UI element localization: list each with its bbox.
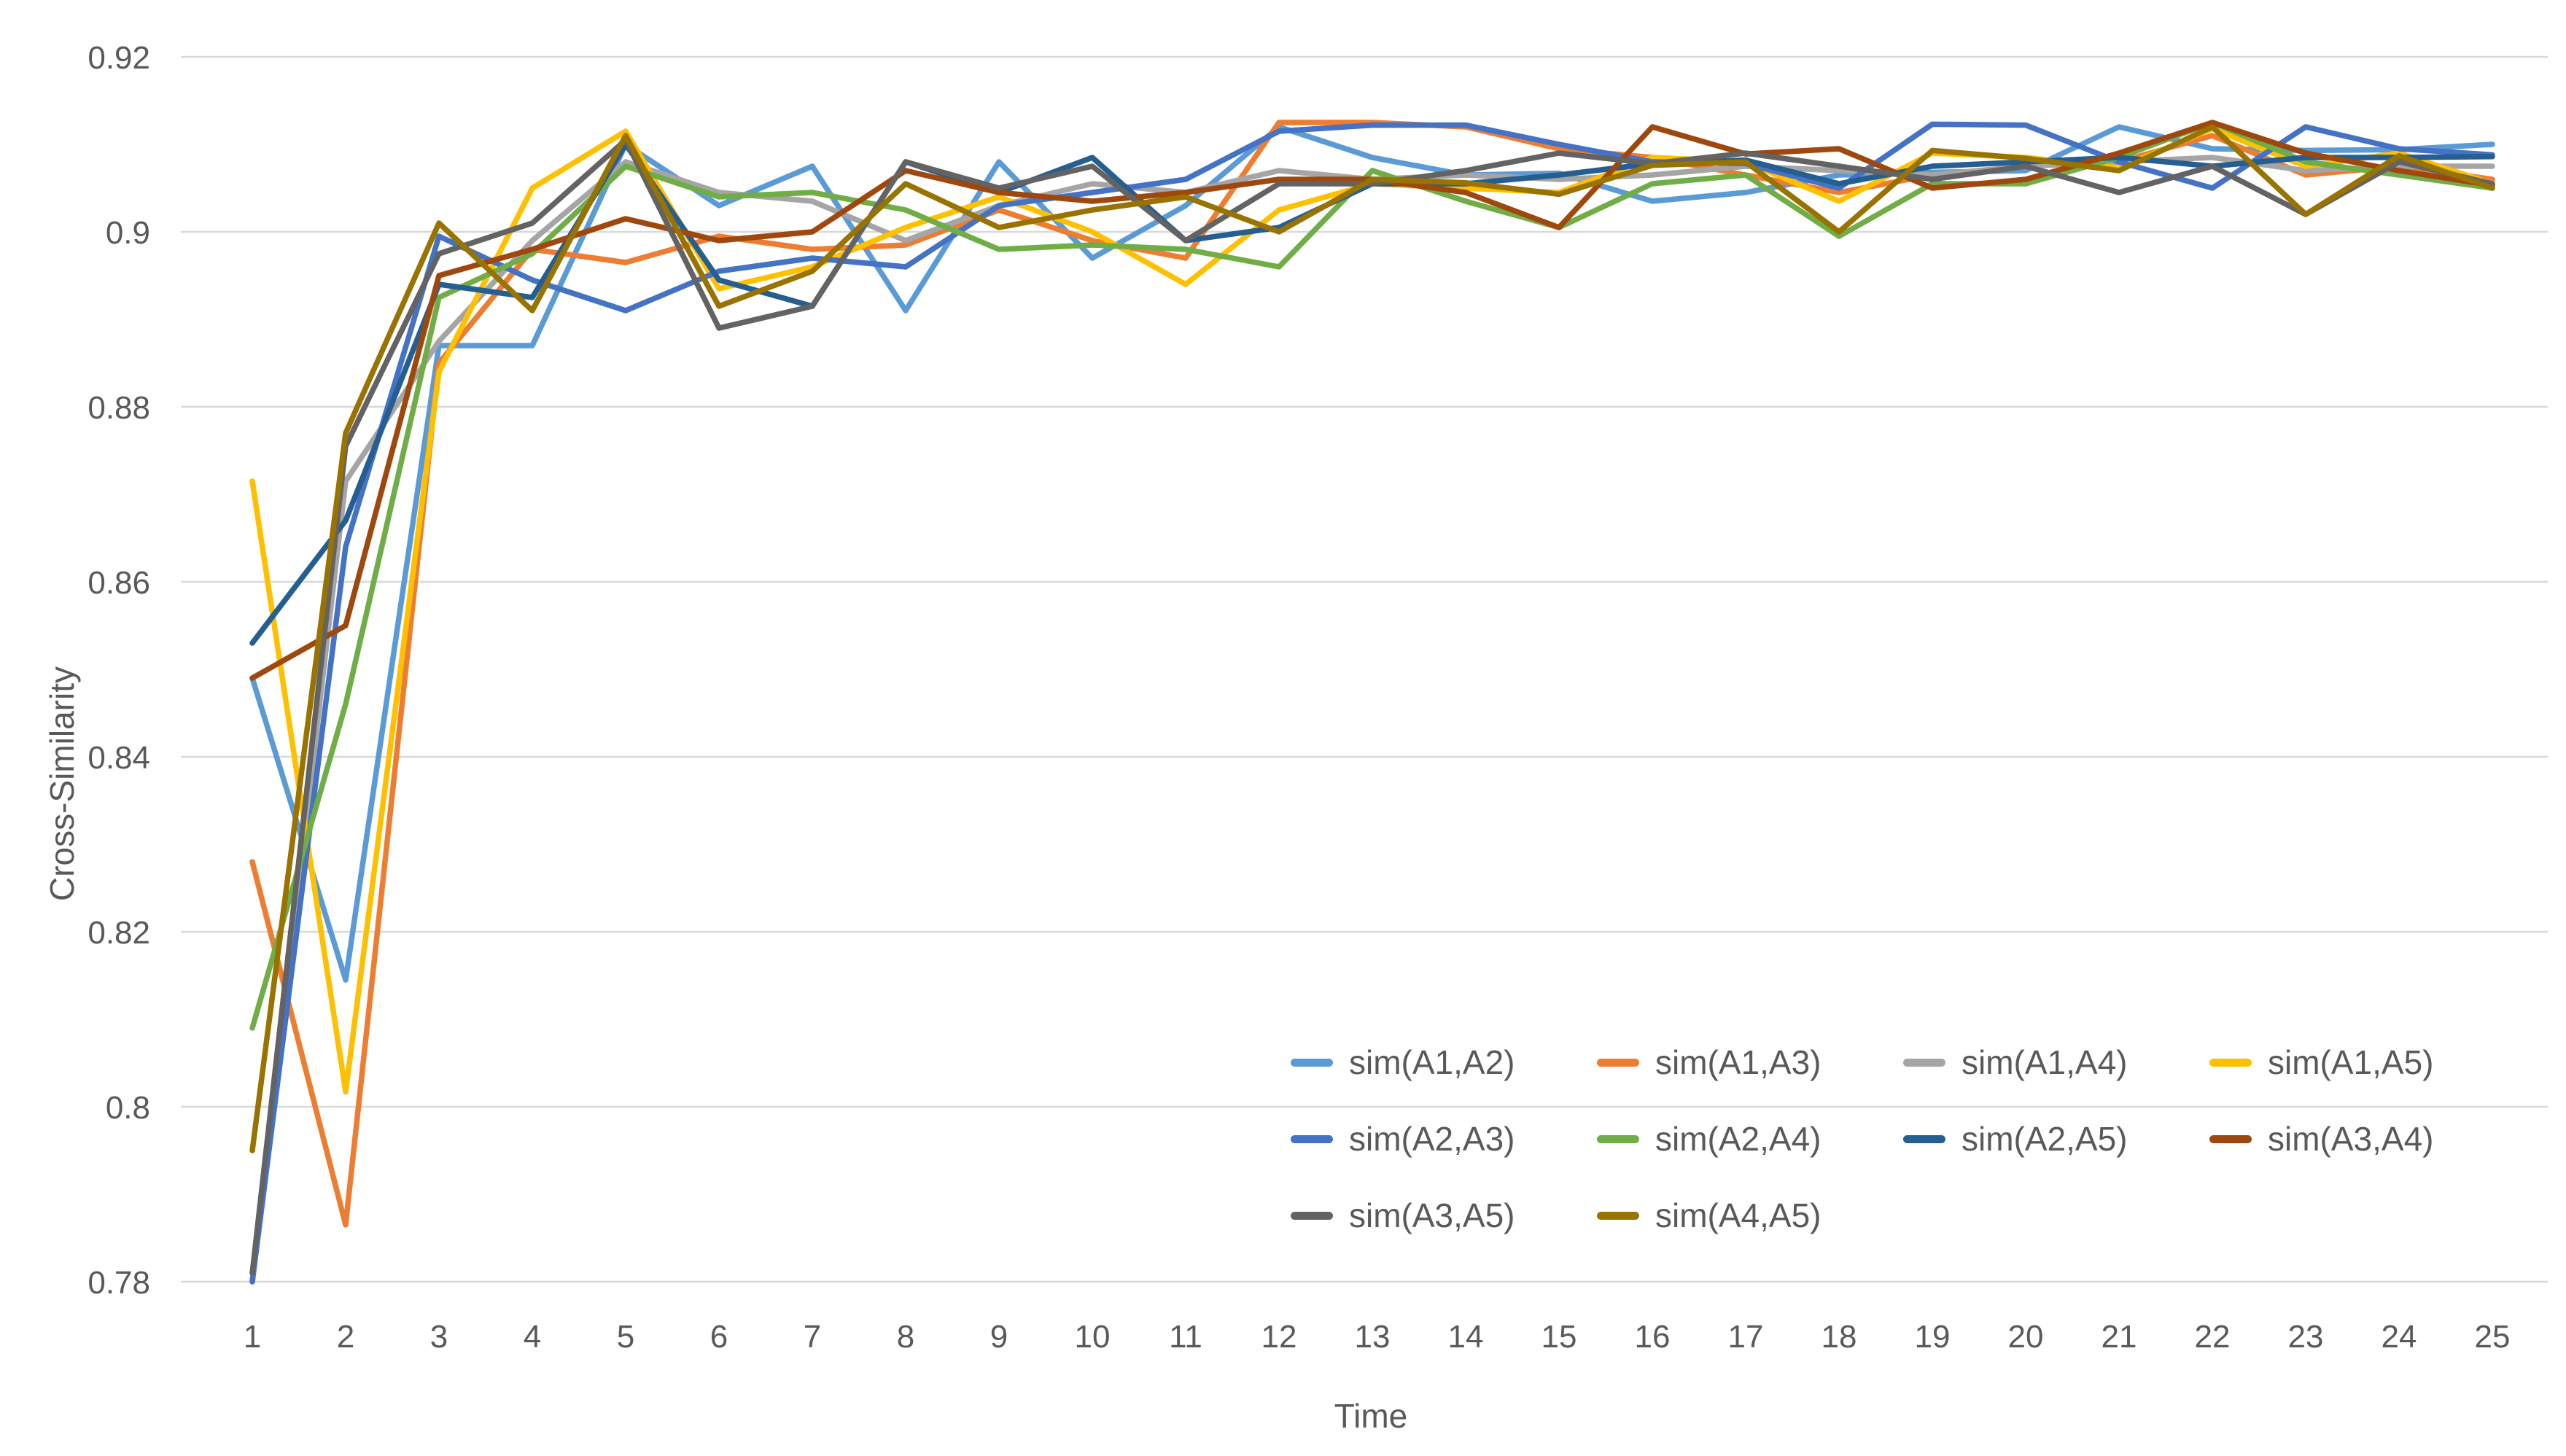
x-tick-label: 3 [430,1319,448,1355]
y-tick-label: 0.8 [106,1090,150,1126]
x-tick-label: 11 [1169,1319,1202,1355]
x-tick-label: 2 [337,1319,354,1355]
y-axis-title: Cross-Similarity [43,666,81,901]
x-tick-label: 7 [804,1319,821,1355]
x-tick-label: 13 [1355,1319,1391,1355]
x-tick-label: 4 [524,1319,541,1355]
x-tick-label: 17 [1728,1319,1764,1355]
y-tick-label: 0.88 [88,390,150,426]
series-line-sim-a1-a5 [249,125,2495,1095]
x-tick-label: 6 [710,1319,728,1355]
series-line-sim-a2-a3 [249,121,2495,1285]
x-tick-label: 1 [244,1319,261,1355]
x-tick-label: 21 [2102,1319,2137,1355]
x-tick-label: 16 [1635,1319,1671,1355]
x-axis-title: Time [1334,1397,1408,1435]
y-tick-label: 0.82 [88,915,150,951]
x-tick-label: 22 [2195,1319,2231,1355]
x-tick-label: 20 [2008,1319,2044,1355]
x-tick-label: 5 [617,1319,634,1355]
x-tick-label: 18 [1822,1319,1857,1355]
series-line-sim-a1-a4 [249,155,2495,1285]
x-tick-label: 15 [1541,1319,1577,1355]
y-tick-label: 0.78 [88,1265,150,1301]
y-tick-label: 0.9 [106,215,150,251]
x-tick-label: 25 [2475,1319,2511,1355]
x-tick-label: 8 [897,1319,914,1355]
x-tick-label: 19 [1915,1319,1951,1355]
x-tick-label: 12 [1261,1319,1297,1355]
y-tick-label: 0.84 [88,740,150,776]
x-tick-label: 23 [2288,1319,2324,1355]
x-tick-label: 14 [1448,1319,1484,1355]
series-line-sim-a4-a5 [249,124,2495,1153]
series-line-sim-a1-a3 [249,120,2495,1228]
x-tick-label: 24 [2382,1319,2417,1355]
y-tick-label: 0.86 [88,565,150,601]
x-tick-label: 10 [1075,1319,1111,1355]
x-tick-label: 9 [990,1319,1008,1355]
series-line-sim-a3-a5 [249,137,2495,1276]
y-tick-label: 0.92 [88,40,150,76]
